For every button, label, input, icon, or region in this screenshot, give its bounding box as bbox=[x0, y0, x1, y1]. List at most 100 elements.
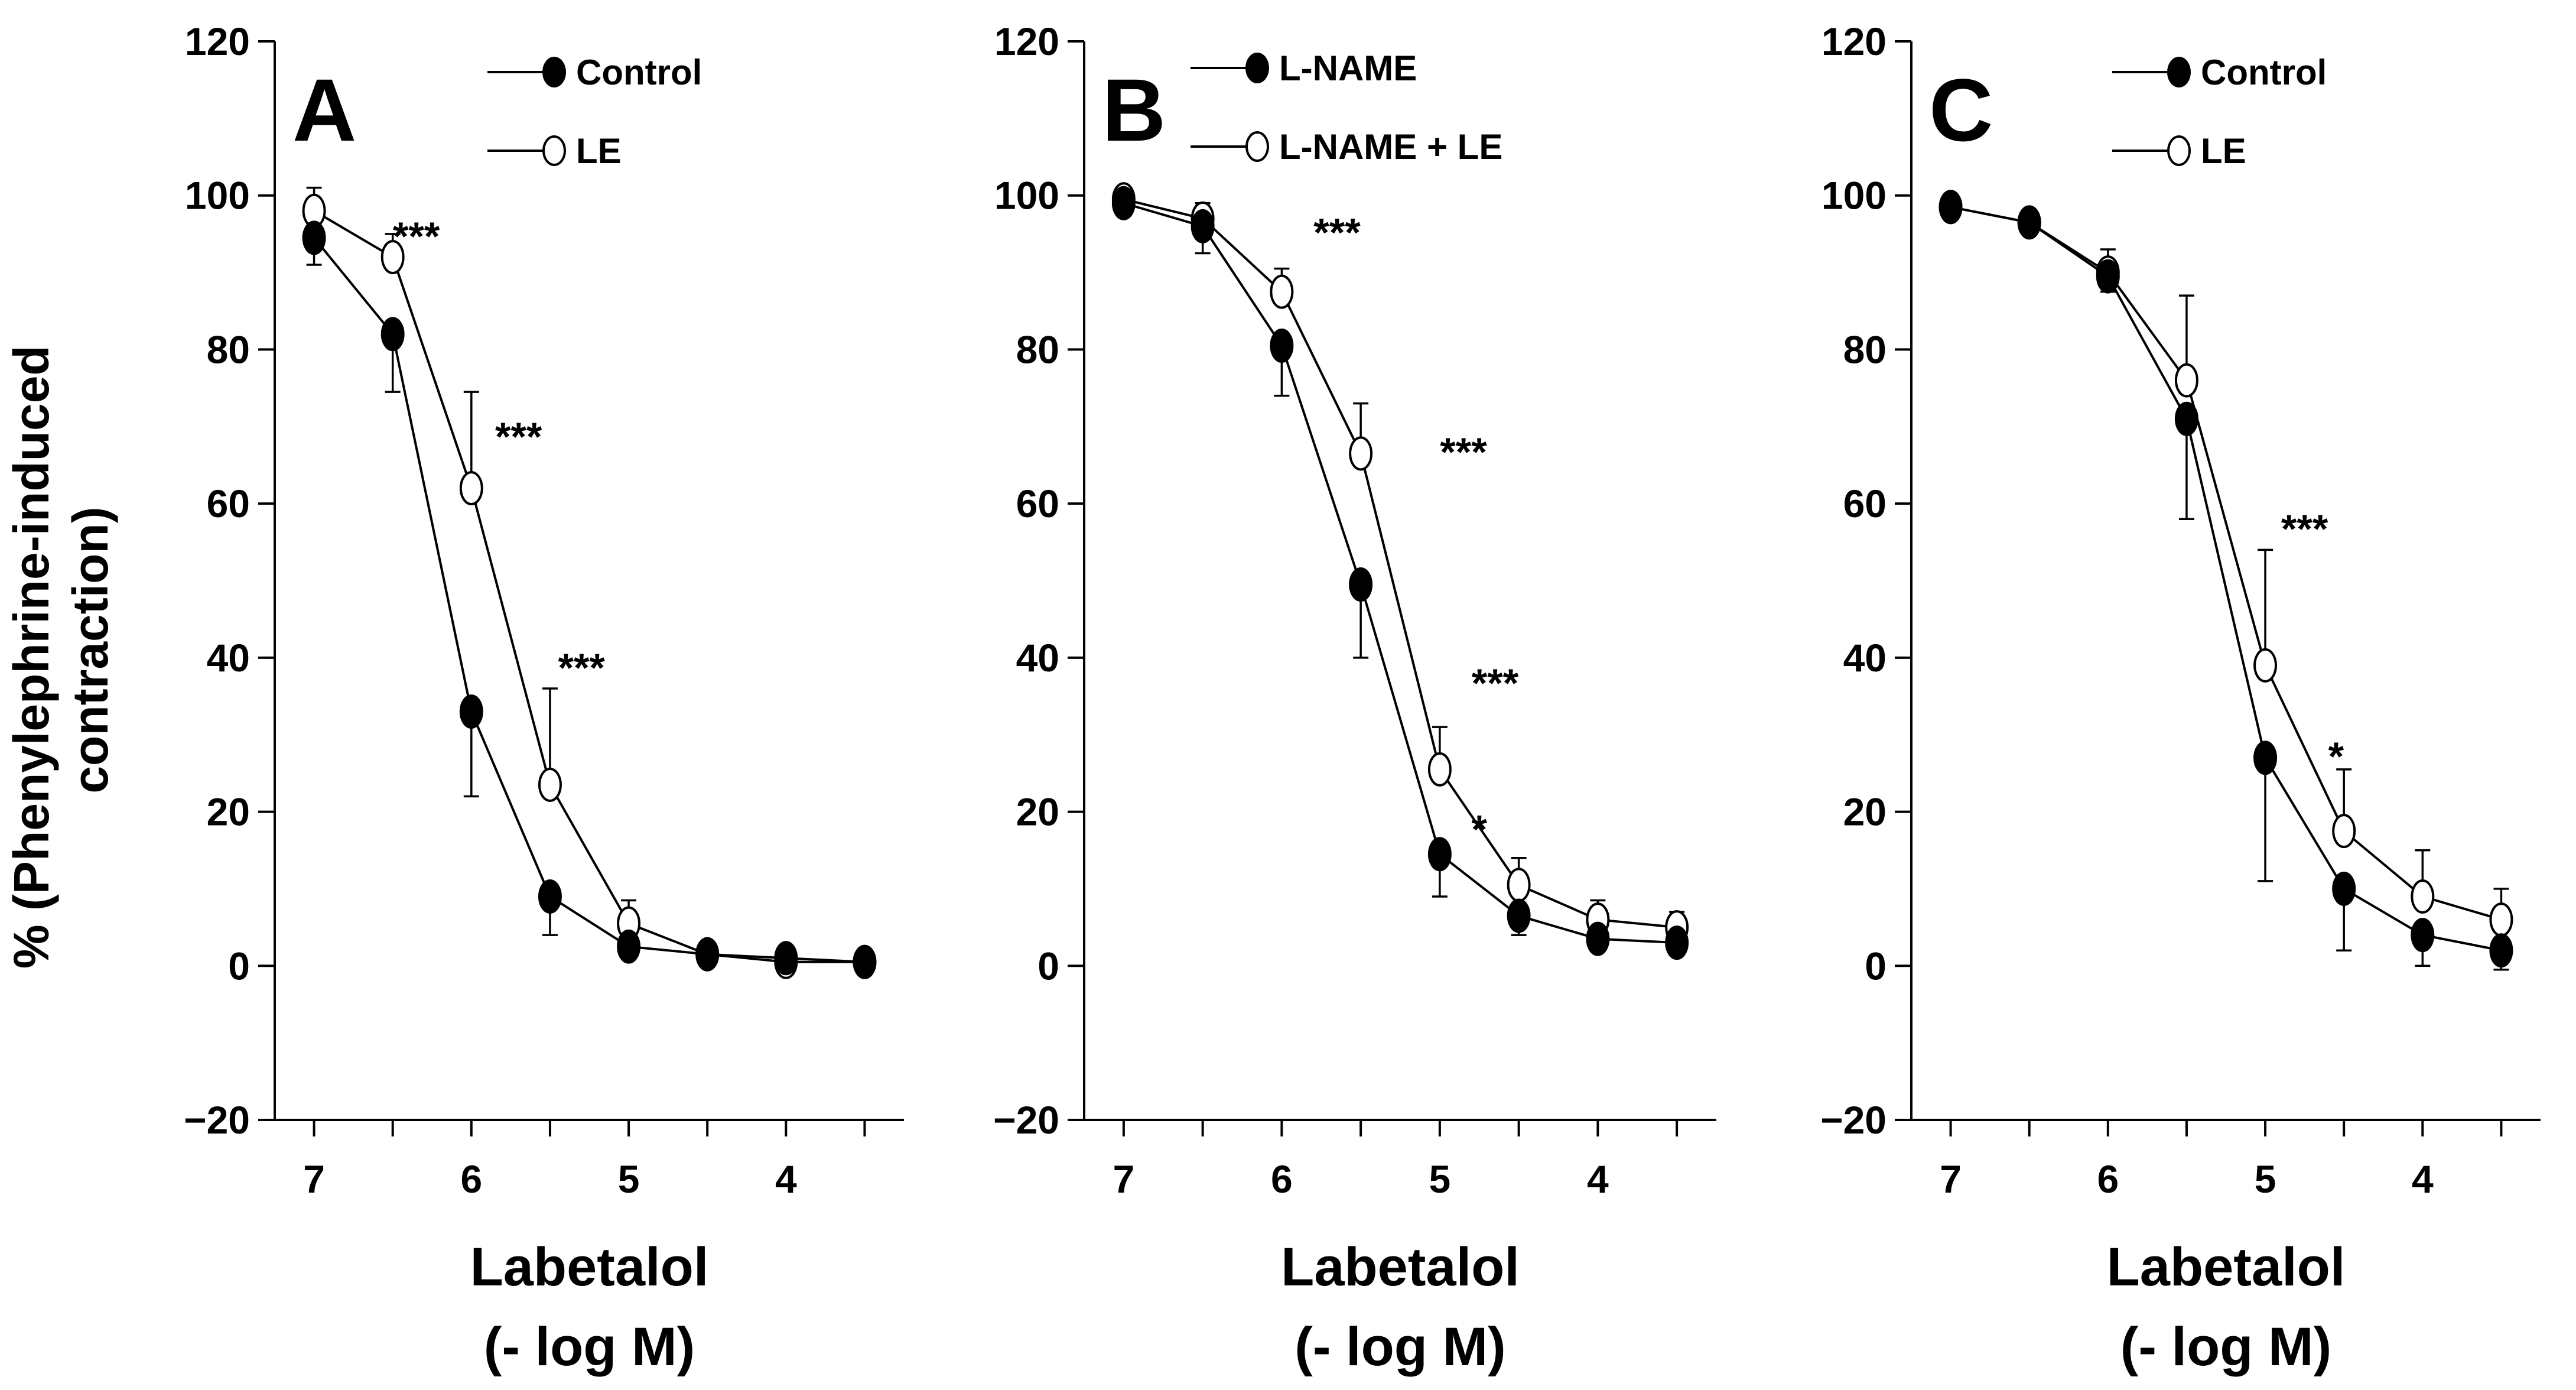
x-tick-label: 7 bbox=[1940, 1157, 1962, 1201]
y-tick-label: 20 bbox=[207, 790, 250, 834]
y-tick-label: 0 bbox=[228, 944, 250, 988]
filled-marker bbox=[2332, 871, 2356, 906]
legend-label: L-NAME bbox=[1279, 48, 1417, 88]
legend-label: Control bbox=[576, 53, 702, 92]
open-marker bbox=[1427, 752, 1452, 787]
y-tick-label: 120 bbox=[1822, 20, 1887, 63]
filled-marker bbox=[380, 317, 405, 352]
legend-marker bbox=[1245, 131, 1269, 162]
filled-marker bbox=[302, 220, 326, 255]
filled-marker bbox=[774, 941, 798, 976]
x-tick-label: 7 bbox=[1113, 1157, 1135, 1201]
open-marker bbox=[2489, 902, 2513, 937]
legend-label: LE bbox=[2201, 131, 2246, 171]
filled-marker bbox=[695, 937, 720, 972]
open-marker bbox=[1507, 868, 1531, 902]
filled-marker bbox=[1191, 209, 1215, 243]
open-marker bbox=[459, 471, 483, 506]
filled-marker bbox=[2253, 741, 2278, 775]
y-tick-label: 40 bbox=[1843, 636, 1887, 680]
legend-label: Control bbox=[2201, 53, 2327, 92]
y-tick-label: 20 bbox=[1843, 790, 1887, 834]
filled-marker bbox=[538, 879, 562, 914]
y-tick-label: 80 bbox=[1843, 327, 1887, 371]
filled-marker bbox=[1111, 186, 1136, 220]
filled-marker bbox=[853, 944, 877, 979]
y-tick-label: 60 bbox=[207, 482, 250, 525]
panel-b: −20 0 20 40 60 80 100 120 7 6 5 4 Labetalol (- log M)… bbox=[993, 20, 1716, 1377]
significance-label: * bbox=[1472, 807, 1488, 852]
y-tick-label: 20 bbox=[1016, 790, 1059, 834]
filled-marker bbox=[2096, 259, 2120, 294]
x-tick-label: 7 bbox=[303, 1157, 325, 1201]
y-tick-label: 120 bbox=[185, 20, 250, 63]
filled-marker bbox=[2411, 918, 2435, 953]
significance-label: *** bbox=[495, 414, 542, 459]
filled-marker bbox=[1349, 567, 1373, 602]
x-axis-title: Labetalol bbox=[470, 1237, 709, 1297]
panel-label: A bbox=[292, 60, 356, 160]
open-marker bbox=[2174, 363, 2198, 398]
x-axis-title-unit: (- log M) bbox=[2120, 1317, 2332, 1377]
filled-marker bbox=[1938, 190, 1963, 225]
y-tick-label: 40 bbox=[207, 636, 250, 680]
y-tick-label: 40 bbox=[1016, 636, 1059, 680]
panel-label: B bbox=[1102, 60, 1166, 160]
y-tick-label: −20 bbox=[993, 1098, 1059, 1142]
y-tick-label: 60 bbox=[1843, 482, 1887, 525]
significance-label: *** bbox=[1472, 661, 1519, 706]
filled-marker bbox=[2017, 205, 2041, 240]
significance-label: *** bbox=[1313, 210, 1361, 255]
significance-label: *** bbox=[1440, 430, 1487, 475]
significance-label: *** bbox=[558, 645, 605, 690]
x-tick-label: 5 bbox=[1429, 1157, 1451, 1201]
y-tick-label: −20 bbox=[184, 1098, 250, 1142]
y-axis-title-line-2: contraction) bbox=[63, 506, 118, 793]
x-axis-title: Labetalol bbox=[2107, 1237, 2346, 1297]
x-tick-label: 4 bbox=[775, 1157, 797, 1201]
x-tick-label: 6 bbox=[2097, 1157, 2119, 1201]
series-line bbox=[1950, 206, 2502, 921]
x-tick-label: 6 bbox=[1271, 1157, 1293, 1201]
x-axis-title-unit: (- log M) bbox=[484, 1317, 695, 1377]
x-axis-title-unit: (- log M) bbox=[1294, 1317, 1506, 1377]
panel-c: −20 0 20 40 60 80 100 120 7 6 5 4 Labetalol (- log M)… bbox=[1820, 20, 2541, 1377]
legend-marker bbox=[542, 57, 566, 87]
significance-label: *** bbox=[393, 214, 440, 259]
x-tick-label: 4 bbox=[1587, 1157, 1609, 1201]
x-axis-title: Labetalol bbox=[1281, 1237, 1520, 1297]
series-line bbox=[313, 237, 865, 963]
filled-marker bbox=[1665, 925, 1689, 960]
open-marker bbox=[2332, 814, 2356, 849]
filled-marker bbox=[2489, 933, 2513, 968]
y-tick-label: 0 bbox=[1865, 944, 1887, 988]
legend-marker bbox=[542, 135, 566, 166]
y-axis-title: % (Phenylephrine-induced contraction) bbox=[4, 332, 118, 969]
legend-label: LE bbox=[576, 131, 622, 171]
open-marker bbox=[2411, 879, 2435, 914]
legend-label: L-NAME + LE bbox=[1279, 127, 1502, 167]
panel-a: −20 0 20 40 60 80 100 120 7 6 5 4 Labetalol (- log M)… bbox=[184, 20, 904, 1377]
y-tick-label: 60 bbox=[1016, 482, 1059, 525]
open-marker bbox=[1270, 274, 1294, 309]
x-tick-label: 5 bbox=[2255, 1157, 2276, 1201]
filled-marker bbox=[1270, 328, 1294, 363]
legend-marker bbox=[1245, 53, 1269, 83]
panel-label: C bbox=[1929, 60, 1993, 160]
open-marker bbox=[380, 240, 405, 274]
y-tick-label: 100 bbox=[185, 174, 250, 217]
filled-marker bbox=[617, 929, 641, 964]
filled-marker bbox=[459, 694, 483, 729]
significance-label: *** bbox=[2281, 506, 2328, 551]
y-tick-label: 100 bbox=[1822, 174, 1887, 217]
open-marker bbox=[1349, 436, 1373, 471]
open-marker bbox=[2253, 648, 2278, 683]
filled-marker bbox=[1427, 837, 1452, 872]
y-tick-label: 120 bbox=[994, 20, 1059, 63]
y-tick-label: 80 bbox=[207, 327, 250, 371]
y-tick-label: 80 bbox=[1016, 327, 1059, 371]
legend-marker bbox=[2167, 135, 2191, 166]
open-marker bbox=[538, 767, 562, 802]
x-tick-label: 6 bbox=[460, 1157, 482, 1201]
